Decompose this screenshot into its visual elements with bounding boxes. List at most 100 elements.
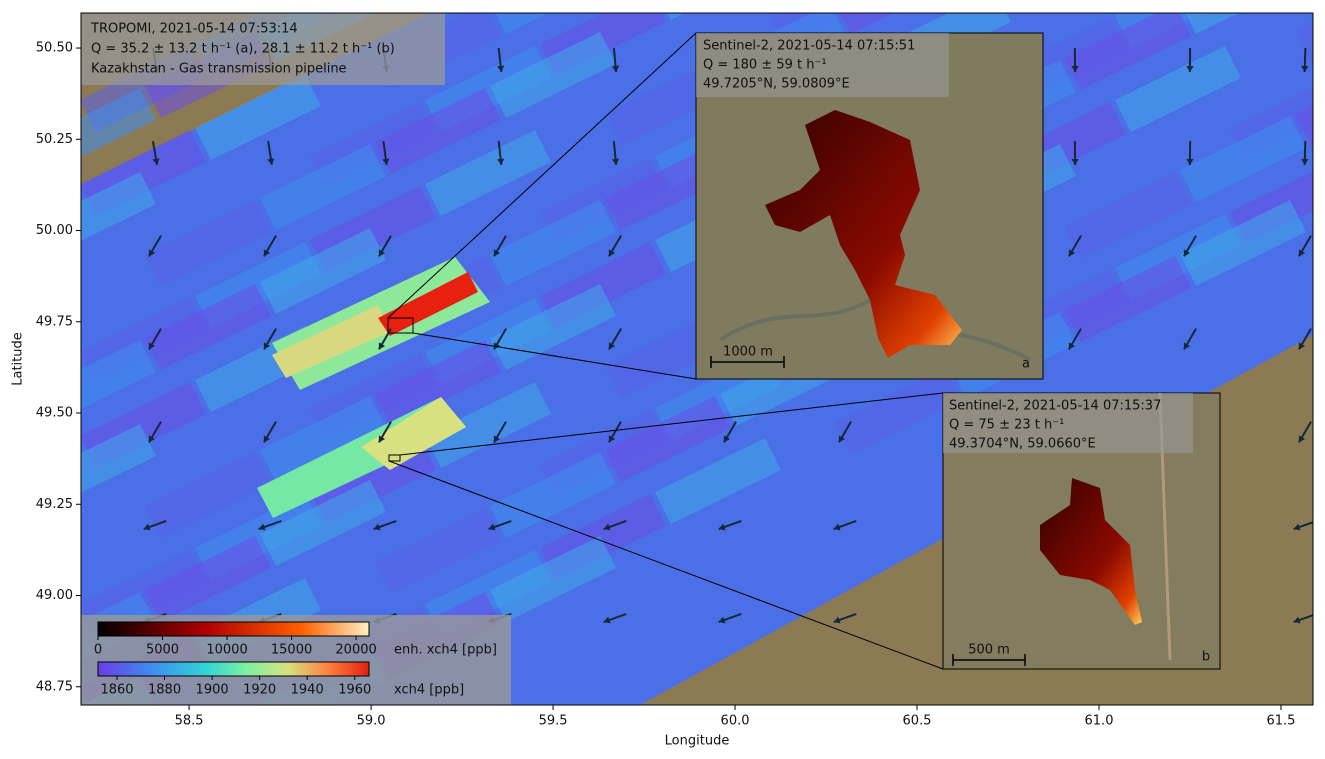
scale-bar <box>952 654 1026 666</box>
wind-arrowhead <box>833 523 841 531</box>
wind-arrowhead <box>608 342 616 350</box>
tile <box>1065 256 1191 342</box>
axes-frame <box>80 12 1314 706</box>
x-tick-label: 61.0 <box>1085 714 1114 729</box>
panel-label: b <box>1202 650 1210 665</box>
wind-arrowhead <box>1298 342 1306 350</box>
y-tick-label: 49.00 <box>36 588 73 603</box>
x-tick-label: 61.5 <box>1266 714 1295 729</box>
zoom-box <box>387 317 414 334</box>
wind-arrowhead <box>1293 523 1301 531</box>
wind-arrowhead <box>1186 158 1194 165</box>
plume <box>1040 478 1142 625</box>
colorbar-tick-label: 1940 <box>291 683 324 698</box>
tile <box>145 284 271 370</box>
panel-label: a <box>1022 357 1030 372</box>
wind-arrowhead <box>267 158 275 165</box>
colorbars: 0 5000 10000 15000 20000 enh. xch4 [ppb] 1860 1… <box>94 621 497 698</box>
colorbar-tick-label: 1880 <box>148 683 181 698</box>
colorbar-tick-label: 1960 <box>338 683 371 698</box>
wind-arrowhead <box>1186 65 1194 72</box>
colorbar-tick-label: 1920 <box>243 683 276 698</box>
inset-label-box <box>696 33 949 97</box>
wind-arrowhead <box>603 616 611 624</box>
wind-arrowhead <box>838 435 846 443</box>
wind-arrowhead <box>1301 65 1309 72</box>
tile <box>495 13 549 34</box>
tile <box>655 438 781 524</box>
x-tick-label: 60.5 <box>903 714 932 729</box>
tile <box>835 368 961 454</box>
tile <box>490 536 616 622</box>
wind-arrowhead <box>263 342 271 350</box>
enhancement <box>361 397 466 470</box>
tile <box>425 382 551 468</box>
colorbar-label: enh. xch4 [ppb] <box>394 643 497 658</box>
inset-line: Q = 75 ± 23 t h⁻¹ <box>949 418 1064 433</box>
tile <box>375 340 501 426</box>
wind-arrowhead <box>603 523 611 531</box>
wind-arrowhead <box>263 435 271 443</box>
wind-arrowhead <box>1301 158 1309 165</box>
wind-arrowhead <box>148 342 156 350</box>
tile <box>81 172 156 241</box>
tile <box>667 13 686 20</box>
wind-arrowhead <box>1071 158 1079 165</box>
y-tick-label: 50.25 <box>36 132 73 147</box>
wind-arrowhead <box>718 616 726 624</box>
tile <box>195 74 321 160</box>
tile <box>145 536 271 622</box>
tile <box>145 452 271 538</box>
tile <box>260 144 386 230</box>
wind-arrowhead <box>1068 342 1076 350</box>
wind-arrowhead <box>378 435 386 443</box>
wind-arrowhead <box>373 523 381 531</box>
info-box <box>81 13 445 85</box>
colorbar-tick-label: 5000 <box>146 643 179 658</box>
inset-line: 49.7205°N, 59.0809°E <box>703 77 850 92</box>
colorbar-tick-label: 1860 <box>100 683 133 698</box>
colorbar-tick-label: 10000 <box>206 643 247 658</box>
inset-line: Sentinel-2, 2021-05-14 07:15:37 <box>949 399 1161 414</box>
inset-line: 49.3704°N, 59.0660°E <box>949 437 1096 452</box>
tile <box>81 424 156 493</box>
wind-arrowhead <box>493 249 501 257</box>
wind-arrowhead <box>1183 249 1191 257</box>
tile <box>1065 172 1191 258</box>
tile <box>1065 13 1191 90</box>
tile <box>1180 200 1306 286</box>
wind-arrowhead <box>1071 65 1079 72</box>
wind-arrowhead <box>723 435 731 443</box>
x-tick-label: 59.0 <box>357 714 386 729</box>
wind-arrowhead <box>1293 616 1301 624</box>
wind-arrowhead <box>143 523 151 531</box>
x-axis-label: Longitude <box>665 734 730 749</box>
wind-arrowhead <box>152 158 160 165</box>
y-tick-label: 49.50 <box>36 406 73 421</box>
tile <box>81 340 156 409</box>
info-line: TROPOMI, 2021-05-14 07:53:14 <box>90 22 298 37</box>
wind-arrowhead <box>493 435 501 443</box>
enhancement <box>272 305 390 378</box>
tile <box>1115 46 1241 132</box>
colorbar-tick-label: 20000 <box>335 643 376 658</box>
wind-arrowhead <box>611 158 620 165</box>
tile <box>375 88 501 174</box>
tile <box>81 88 156 157</box>
wind-arrowhead <box>148 249 156 257</box>
wind-arrowhead <box>493 342 501 350</box>
tile <box>1295 105 1313 146</box>
tile <box>490 284 616 370</box>
wind-arrowhead <box>718 523 726 531</box>
wind-arrowhead <box>148 435 156 443</box>
tile <box>260 480 386 566</box>
x-tick-label: 58.5 <box>175 714 204 729</box>
tile <box>260 228 386 314</box>
tile <box>840 13 894 34</box>
colorbar-tick-label: 15000 <box>271 643 312 658</box>
inset-line: Sentinel-2, 2021-05-14 07:15:51 <box>703 39 915 54</box>
wind-arrowhead <box>1183 342 1191 350</box>
inset-b: Sentinel-2, 2021-05-14 07:15:37 Q = 75 ±… <box>942 392 1221 670</box>
info-line: Kazakhstan - Gas transmission pipeline <box>91 62 347 77</box>
